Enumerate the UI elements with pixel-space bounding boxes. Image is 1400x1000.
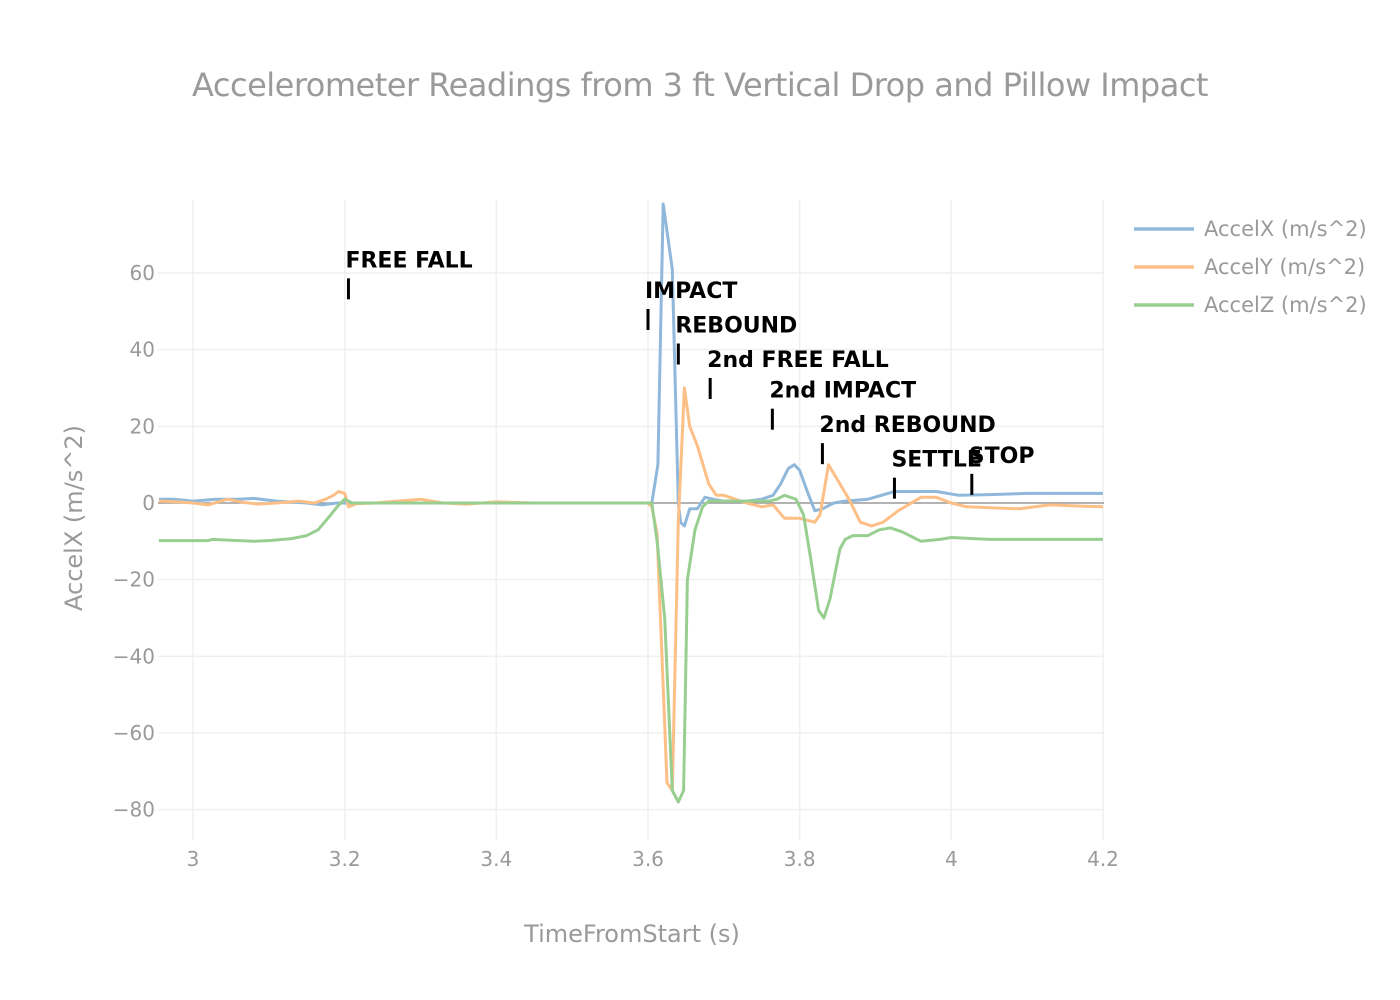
y-tick-label: −80 bbox=[113, 798, 155, 822]
annotation-label: REBOUND bbox=[675, 314, 797, 339]
legend-item[interactable]: AccelY (m/s^2) bbox=[1134, 255, 1365, 279]
y-axis-ticks: −80 −60 −40 −20 0 20 40 60 bbox=[113, 261, 155, 822]
x-tick-label: 3.4 bbox=[480, 847, 512, 871]
legend[interactable]: AccelX (m/s^2) AccelY (m/s^2) AccelZ (m/s^… bbox=[1134, 217, 1367, 317]
y-tick-label: −20 bbox=[113, 568, 155, 592]
x-tick-label: 3 bbox=[187, 847, 200, 871]
y-tick-label: 60 bbox=[130, 261, 155, 285]
legend-item[interactable]: AccelX (m/s^2) bbox=[1134, 217, 1367, 241]
chart-title: Accelerometer Readings from 3 ft Vertica… bbox=[192, 66, 1208, 104]
y-tick-label: 40 bbox=[130, 338, 155, 362]
x-tick-label: 3.6 bbox=[632, 847, 664, 871]
annotation-label: SETTLE bbox=[891, 448, 981, 473]
series-line-accelx[interactable] bbox=[158, 202, 1103, 528]
x-tick-label: 3.2 bbox=[329, 847, 361, 871]
x-axis-title: TimeFromStart (s) bbox=[523, 920, 740, 948]
legend-label: AccelX (m/s^2) bbox=[1204, 217, 1367, 241]
legend-label: AccelY (m/s^2) bbox=[1204, 255, 1365, 279]
annotations: FREE FALL IMPACT REBOUND 2nd FREE FALL 2nd I… bbox=[345, 248, 1035, 499]
x-axis-ticks: 3 3.2 3.4 3.6 3.8 4 4.2 bbox=[187, 847, 1119, 871]
annotation-label: IMPACT bbox=[645, 279, 737, 304]
annotation-label: 2nd REBOUND bbox=[819, 413, 995, 438]
y-tick-label: −40 bbox=[113, 644, 155, 668]
gridlines bbox=[158, 200, 1104, 840]
annotation-label: FREE FALL bbox=[345, 248, 472, 273]
legend-item[interactable]: AccelZ (m/s^2) bbox=[1134, 293, 1367, 317]
y-tick-label: 0 bbox=[142, 491, 155, 515]
series-line-accelz[interactable] bbox=[158, 493, 1103, 804]
series-line-accely[interactable] bbox=[158, 386, 1104, 792]
legend-label: AccelZ (m/s^2) bbox=[1204, 293, 1367, 317]
annotation-label: 2nd FREE FALL bbox=[707, 348, 889, 373]
annotation-label: STOP bbox=[969, 444, 1035, 469]
annotation-label: 2nd IMPACT bbox=[769, 379, 916, 404]
y-tick-label: −60 bbox=[113, 721, 155, 745]
y-axis-title: AccelX (m/s^2) bbox=[60, 425, 88, 611]
x-tick-label: 4 bbox=[945, 847, 958, 871]
x-tick-label: 4.2 bbox=[1087, 847, 1119, 871]
plot-area[interactable] bbox=[158, 202, 1104, 804]
y-tick-label: 20 bbox=[130, 414, 155, 438]
x-tick-label: 3.8 bbox=[784, 847, 816, 871]
